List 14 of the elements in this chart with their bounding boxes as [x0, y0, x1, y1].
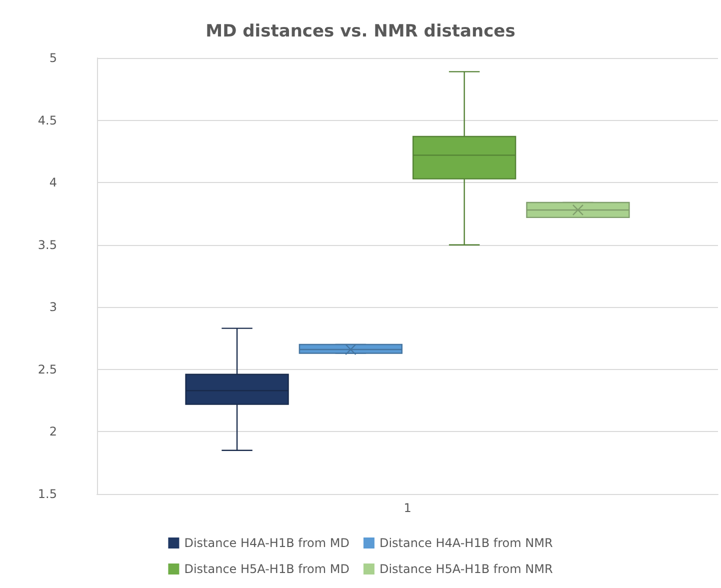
y-tick-label: 3	[49, 300, 57, 314]
chart-title: MD distances vs. NMR distances	[206, 22, 516, 42]
y-tick-label: 3.5	[38, 238, 57, 252]
legend-label: Distance H4A-H1B from NMR	[379, 536, 553, 550]
y-tick-label: 4	[49, 176, 57, 190]
y-tick-label: 2.5	[38, 362, 57, 376]
x-tick-label: 1	[404, 501, 412, 515]
legend-label: Distance H4A-H1B from MD	[184, 536, 350, 550]
legend-label: Distance H5A-H1B from NMR	[379, 562, 553, 576]
y-tick-label: 5	[49, 51, 57, 65]
y-tick-label: 1.5	[38, 487, 57, 501]
y-tick-label: 4.5	[38, 113, 57, 128]
legend-label: Distance H5A-H1B from MD	[184, 562, 350, 576]
y-tick-label: 2	[49, 424, 57, 439]
